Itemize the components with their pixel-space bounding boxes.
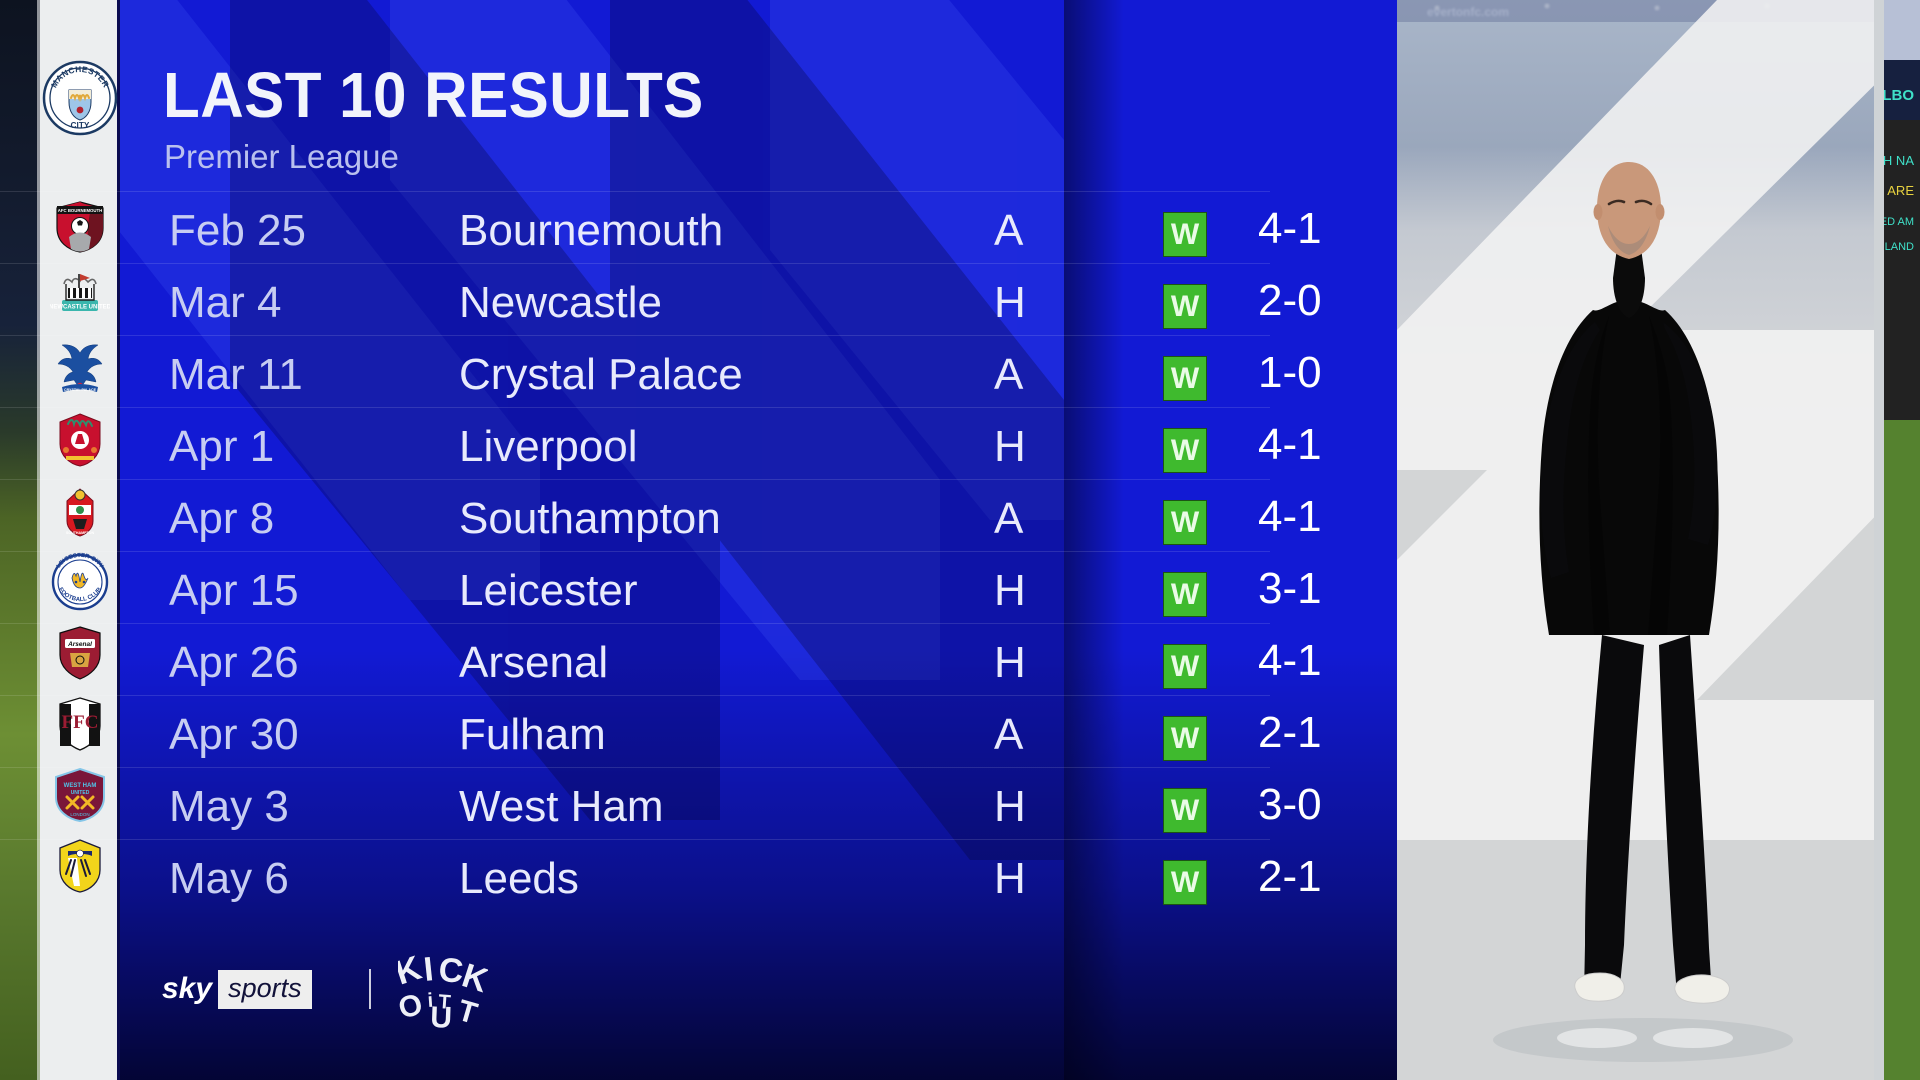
svg-text:O: O	[398, 988, 426, 1026]
svg-text:U: U	[430, 1001, 453, 1035]
svg-text:T: T	[454, 994, 481, 1031]
svg-text:CITY: CITY	[71, 120, 90, 130]
